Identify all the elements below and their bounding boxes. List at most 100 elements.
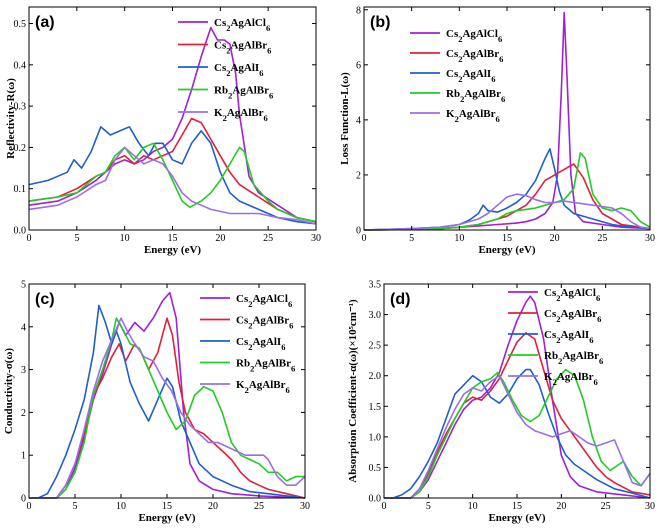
x-tick-label: 25 [601,501,611,512]
legend-label-Rb2AgAlBr6: Rb2AgAlBr6 [446,88,505,104]
panel-label: (a) [35,14,55,31]
legend-label-Cs2AgAlI6: Cs2AgAlI6 [214,62,263,78]
x-axis-title: Energy (eV) [478,244,535,256]
x-tick-label: 5 [73,501,78,512]
x-tick-label: 20 [208,501,218,512]
x-tick-label: 10 [120,233,130,244]
y-tick-label: 8 [356,5,361,16]
x-tick-label: 25 [254,501,264,512]
x-tick-label: 25 [263,233,273,244]
y-tick-label: 1 [21,451,26,462]
series-line-Cs2AgAlI6 [363,148,651,231]
legend-label-Cs2AgAlCl6: Cs2AgAlCl6 [544,287,600,303]
y-tick-label: 1.0 [369,432,382,443]
legend-label-Cs2AgAlBr6: Cs2AgAlBr6 [214,40,271,56]
y-tick-label: 0.0 [14,226,27,237]
x-tick-label: 10 [468,501,478,512]
y-tick-label: 2.0 [369,371,382,382]
series-line-K2AgAlBr6 [29,317,306,499]
series-line-Cs2AgAlI6 [384,368,651,499]
legend-label-Cs2AgAlI6: Cs2AgAlI6 [446,68,495,84]
panel-label: (c) [35,291,55,308]
y-tick-label: 0 [356,226,361,237]
y-tick-label: 4 [356,115,361,126]
legend-label-Cs2AgAlBr6: Cs2AgAlBr6 [446,48,503,64]
panel-a: 0 5 10 15 20 25 30 0.0 0.1 0.2 0.3 0.4 0.5 Energy (eV… [5,6,321,256]
legend-label-Cs2AgAlBr6: Cs2AgAlBr6 [544,308,601,324]
x-axis-title: Energy (eV) [138,512,195,524]
legend-label-K2AgAlBr6: K2AgAlBr6 [214,107,268,123]
legend-label-Rb2AgAlBr6: Rb2AgAlBr6 [544,350,603,366]
y-tick-label: 0 [21,494,26,505]
y-tick-label: 4 [21,322,26,333]
legend-label-Rb2AgAlBr6: Rb2AgAlBr6 [214,85,273,101]
series-line-Rb2AgAlBr6 [29,317,305,499]
x-tick-label: 5 [426,501,431,512]
x-tick-label: 20 [215,233,225,244]
series-line-Cs2AgAlI6 [28,126,317,225]
x-tick-label: 30 [645,233,655,244]
x-tick-label: 0 [27,233,32,244]
x-axis-title: Energy (eV) [488,512,545,524]
y-tick-label: 0.0 [369,494,382,505]
x-tick-label: 15 [512,501,522,512]
x-tick-label: 15 [168,233,178,244]
y-tick-label: 2.5 [369,341,382,352]
series-line-K2AgAlBr6 [28,146,317,225]
series-line-Cs2AgAlCl6 [29,291,306,499]
y-tick-label: 0.2 [14,143,27,154]
x-tick-label: 30 [311,233,321,244]
x-tick-label: 5 [74,233,79,244]
series-line-Cs2AgAlCl6 [384,295,651,499]
y-tick-label: 5 [21,280,26,291]
legend-label-Cs2AgAlI6: Cs2AgAlI6 [236,336,285,352]
x-tick-label: 0 [382,501,387,512]
x-tick-label: 30 [300,501,310,512]
x-tick-label: 15 [162,501,172,512]
legend-label-K2AgAlBr6: K2AgAlBr6 [544,371,598,387]
x-tick-label: 20 [556,501,566,512]
x-tick-label: 20 [550,233,560,244]
x-tick-label: 0 [362,233,367,244]
plot-frame [28,6,317,231]
panel-d: 0 5 10 15 20 25 30 0.0 0.5 1.0 1.5 2.0 2.5 3.0 3.5 Ener… [347,280,655,525]
y-tick-label: 0.1 [14,184,27,195]
legend-label-Cs2AgAlCl6: Cs2AgAlCl6 [446,28,502,44]
series-line-Rb2AgAlBr6 [363,152,651,231]
y-axis-title: Reflectivity-R(ω) [5,78,17,159]
y-tick-label: 3.5 [369,280,382,291]
legend-label-K2AgAlBr6: K2AgAlBr6 [236,379,290,395]
panel-c: 0 5 10 15 20 25 30 0 1 2 3 4 5 Energy (eV) Conductivit… [3,280,310,525]
legend-label-Cs2AgAlCl6: Cs2AgAlCl6 [236,293,292,309]
y-axis-title: Absorption Coefficient-α(ω)(×10⁵cm⁻¹) [347,299,359,483]
panel-label: (d) [390,291,410,308]
y-tick-label: 2 [356,170,361,181]
y-tick-label: 2 [21,408,26,419]
x-axis-title: Energy (eV) [144,244,201,256]
series-line-Rb2AgAlBr6 [28,142,317,223]
series-line-Rb2AgAlBr6 [384,368,651,499]
y-tick-label: 3.0 [369,310,382,321]
legend-label-Rb2AgAlBr6: Rb2AgAlBr6 [236,358,295,374]
y-tick-label: 0.5 [369,463,382,474]
series-line-K2AgAlBr6 [384,374,651,499]
x-tick-label: 0 [27,501,32,512]
legend-label-K2AgAlBr6: K2AgAlBr6 [446,108,500,124]
y-axis-title: Loss Function-L(ω) [339,72,351,165]
y-tick-label: 1.5 [369,402,382,413]
y-tick-label: 0.4 [14,60,27,71]
legend-label-Cs2AgAlI6: Cs2AgAlI6 [544,329,593,345]
series-line-Cs2AgAlBr6 [384,332,651,499]
series-line-Cs2AgAlI6 [29,304,306,499]
panel-label: (b) [370,14,390,31]
y-axis-title: Conductivity-σ(ω) [3,348,15,434]
y-tick-label: 3 [21,365,26,376]
y-tick-label: 6 [356,60,361,71]
legend-label-Cs2AgAlCl6: Cs2AgAlCl6 [214,17,270,33]
plot-frame [383,283,651,499]
x-tick-label: 5 [409,233,414,244]
panel-b: 0 5 10 15 20 25 30 0 2 4 6 8 Energy (eV) Loss Functio… [339,5,655,256]
x-tick-label: 25 [597,233,607,244]
x-tick-label: 30 [645,501,655,512]
